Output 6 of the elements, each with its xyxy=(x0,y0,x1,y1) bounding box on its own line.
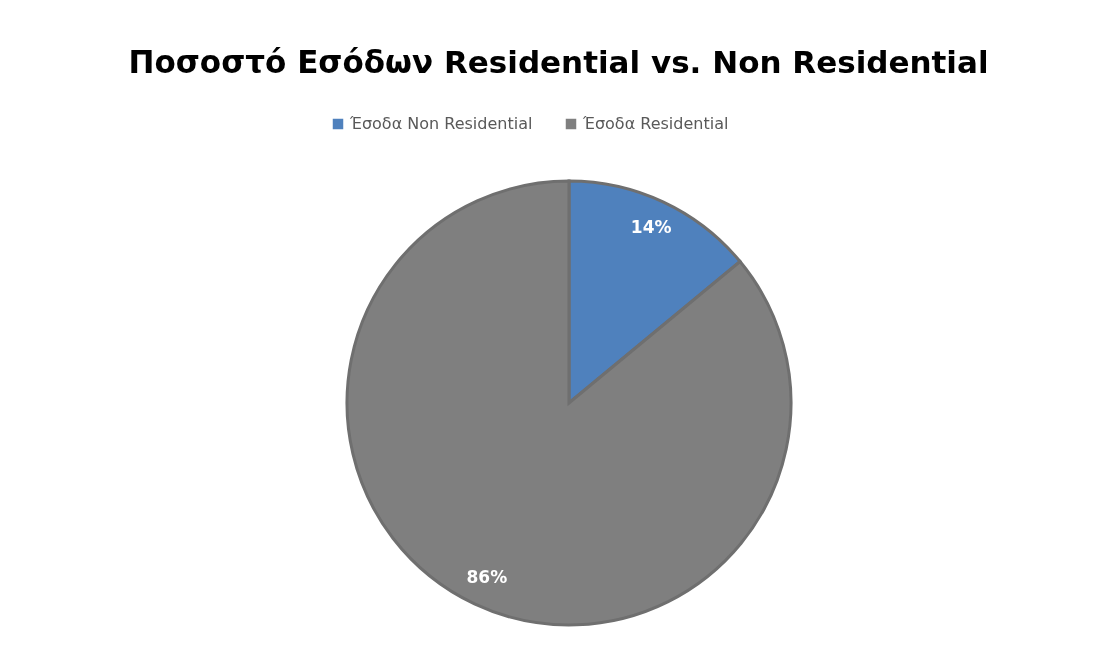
legend-label: Έσοδα Residential xyxy=(582,114,729,133)
data-label: 14% xyxy=(630,217,672,238)
legend-label: Έσοδα Non Residential xyxy=(349,114,533,133)
pie-slice xyxy=(345,179,793,627)
data-label: 86% xyxy=(466,566,508,587)
chart-title: Ποσοστό Εσόδων Residential vs. Non Residential xyxy=(128,44,989,80)
